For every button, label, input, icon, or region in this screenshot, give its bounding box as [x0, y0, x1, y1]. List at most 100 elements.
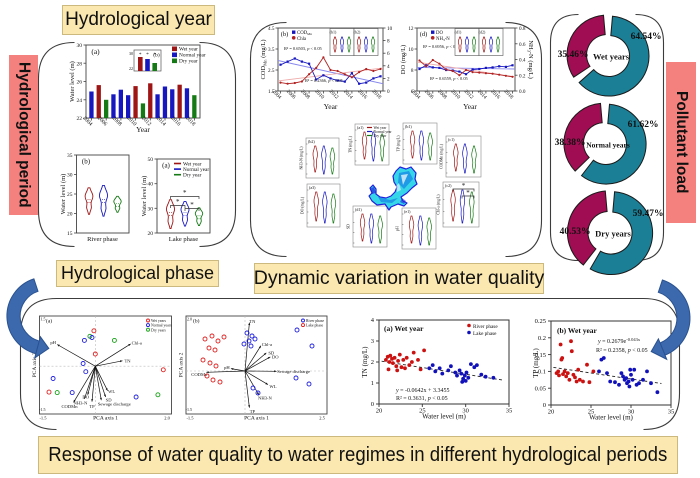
svg-text:0.2: 0.2 [538, 335, 546, 342]
svg-text:0.05: 0.05 [535, 385, 546, 392]
svg-text:PCA axis 2: PCA axis 2 [179, 352, 185, 377]
svg-text:30: 30 [628, 409, 635, 416]
svg-text:Water level (m): Water level (m) [141, 176, 148, 217]
svg-text:(a): (a) [91, 47, 100, 56]
svg-text:0: 0 [371, 401, 374, 408]
svg-text:64.54%: 64.54% [631, 32, 662, 42]
svg-text:2: 2 [387, 76, 390, 82]
svg-text:PCA axis 2: PCA axis 2 [32, 352, 38, 377]
svg-text:10: 10 [408, 47, 414, 53]
svg-text:WL: WL [269, 384, 276, 389]
svg-text:Sewage discharge: Sewage discharge [277, 369, 310, 374]
svg-text:*: * [146, 53, 149, 58]
svg-text:CODMn: CODMn [61, 404, 78, 409]
svg-text:DO: DO [272, 354, 279, 359]
svg-text:pH: pH [50, 340, 56, 345]
svg-text:(b1): (b1) [330, 30, 337, 35]
svg-text:R² = 0.2358, p < 0.05: R² = 0.2358, p < 0.05 [596, 348, 648, 354]
svg-text:pH: pH [396, 226, 400, 231]
svg-text:Water level (m): Water level (m) [422, 413, 466, 421]
svg-text:2016: 2016 [356, 89, 368, 101]
svg-text:CODMn: CODMn [191, 372, 208, 377]
svg-text:Wet year: Wet year [179, 47, 198, 53]
svg-text:TP: TP [250, 409, 256, 414]
svg-text:6: 6 [411, 89, 414, 95]
svg-text:2012: 2012 [328, 89, 340, 101]
svg-text:-1.5: -1.5 [39, 407, 45, 412]
svg-text:30: 30 [77, 43, 83, 49]
svg-text:(d): (d) [420, 31, 428, 38]
svg-text:61.62%: 61.62% [628, 120, 659, 130]
svg-text:(b): (b) [193, 318, 200, 325]
svg-text:25: 25 [419, 408, 426, 415]
svg-text:Wet year: Wet year [374, 126, 388, 130]
svg-text:(b2): (b2) [308, 139, 315, 144]
svg-text:pH: pH [224, 365, 230, 370]
svg-text:2010: 2010 [314, 89, 326, 101]
svg-text:50: 50 [148, 157, 154, 163]
svg-text:DO: DO [82, 394, 89, 399]
svg-text:(b2): (b2) [354, 30, 361, 35]
svg-text:28: 28 [77, 61, 83, 67]
svg-text:Lake phase: Lake phase [169, 236, 199, 243]
svg-text:2.0: 2.0 [164, 416, 170, 421]
svg-text:NH3-N: NH3-N [436, 37, 450, 42]
svg-text:0.6: 0.6 [519, 42, 526, 48]
svg-text:*: * [466, 189, 470, 197]
svg-text:2008: 2008 [299, 89, 311, 101]
svg-text:20: 20 [376, 408, 383, 415]
svg-text:Year: Year [463, 102, 477, 111]
svg-text:(e1): (e1) [404, 209, 411, 214]
svg-text:Lake phase: Lake phase [306, 324, 323, 328]
svg-text:(b1): (b1) [405, 124, 412, 129]
svg-text:2012: 2012 [463, 89, 475, 101]
svg-text:Normal year: Normal year [179, 53, 206, 59]
svg-text:River phase: River phase [306, 319, 324, 323]
svg-text:3.5: 3.5 [268, 47, 275, 53]
svg-text:TN (mg/L): TN (mg/L) [361, 346, 369, 378]
svg-text:59.47%: 59.47% [633, 209, 664, 219]
svg-text:*: * [153, 53, 156, 58]
svg-text:DO: DO [436, 31, 443, 36]
svg-text:Dry years: Dry years [151, 328, 166, 332]
svg-text:25: 25 [588, 409, 595, 416]
svg-text:2018: 2018 [503, 89, 515, 101]
svg-text:Wet years: Wet years [593, 52, 630, 62]
svg-text:2016: 2016 [489, 89, 501, 101]
svg-text:(a3): (a3) [309, 185, 316, 190]
svg-text:CODMn: CODMn [297, 31, 312, 36]
svg-text:-1.5: -1.5 [186, 416, 194, 421]
svg-text:Lake phase: Lake phase [473, 331, 497, 337]
svg-text:TP (mg/L): TP (mg/L) [397, 135, 401, 152]
svg-text:SD: SD [347, 224, 351, 229]
svg-text:1.5: 1.5 [41, 317, 46, 322]
svg-text:0.0: 0.0 [519, 89, 526, 95]
svg-text:Dry year: Dry year [374, 134, 387, 138]
svg-text:0.1: 0.1 [538, 369, 546, 376]
svg-text:Water level (m): Water level (m) [69, 61, 76, 102]
svg-text:Year: Year [324, 102, 338, 111]
svg-text:15: 15 [67, 231, 73, 237]
svg-text:(b): (b) [281, 31, 289, 38]
svg-text:*: * [139, 53, 142, 58]
svg-text:35: 35 [67, 153, 73, 159]
svg-text:Normal years: Normal years [151, 324, 172, 328]
svg-text:2008: 2008 [436, 89, 448, 101]
svg-text:30: 30 [148, 206, 154, 212]
svg-text:2006: 2006 [285, 89, 297, 101]
svg-text:Chl-a: Chl-a [262, 342, 272, 347]
svg-text:35: 35 [668, 409, 675, 416]
svg-text:40.53%: 40.53% [560, 227, 591, 237]
svg-text:*: * [190, 201, 194, 209]
svg-text:30: 30 [462, 408, 469, 415]
svg-text:Normal year: Normal year [183, 167, 209, 173]
svg-text:6: 6 [387, 51, 390, 57]
svg-text:River phase: River phase [473, 324, 498, 330]
svg-text:SD: SD [268, 350, 275, 355]
svg-text:20: 20 [548, 409, 555, 416]
svg-text:(d1): (d1) [455, 30, 462, 35]
svg-text:NH3-N (mg/L): NH3-N (mg/L) [527, 40, 535, 79]
svg-text:2006: 2006 [423, 89, 435, 101]
svg-text:2.5: 2.5 [268, 68, 275, 74]
svg-text:Wet year: Wet year [183, 162, 202, 168]
